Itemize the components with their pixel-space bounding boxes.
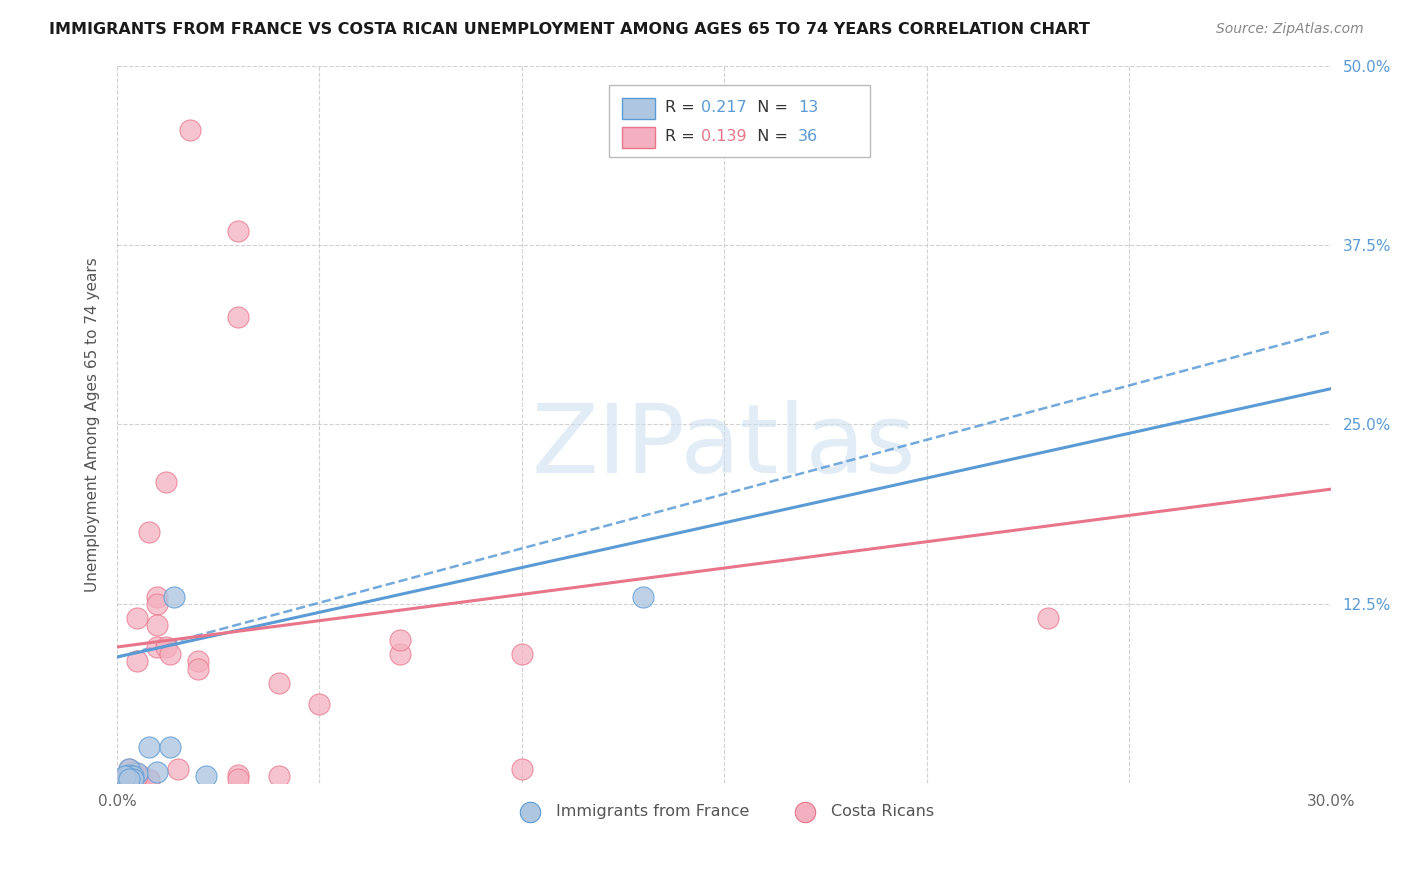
Point (127, 611, 149, 625)
Text: 13: 13 (799, 101, 818, 115)
Point (267, 676, 290, 690)
Point (155, 640, 177, 654)
Point (138, 773, 160, 788)
Point (228, 224, 250, 238)
Point (129, 772, 152, 786)
Point (127, 654, 149, 668)
Point (118, 769, 141, 783)
Point (114, 769, 136, 783)
Point (127, 769, 149, 783)
Point (1036, 611, 1059, 625)
Point (389, 632, 412, 647)
Point (228, 772, 250, 786)
Point (187, 661, 209, 675)
Point (138, 772, 160, 786)
Point (146, 597, 169, 611)
Point (510, 762, 533, 776)
Point (146, 590, 169, 604)
Point (138, 525, 160, 540)
Point (118, 772, 141, 786)
Text: N =: N = (747, 129, 793, 145)
Point (114, 771, 136, 785)
Point (118, 762, 141, 776)
Point (127, 766, 149, 780)
Point (510, 647, 533, 661)
Point (155, 475, 177, 489)
Point (118, 768, 141, 782)
Point (162, 590, 184, 604)
Point (146, 618, 169, 632)
Point (159, 740, 181, 755)
FancyBboxPatch shape (623, 98, 655, 120)
Point (228, 310, 250, 324)
Text: R =: R = (665, 129, 700, 145)
Point (631, 590, 654, 604)
Point (228, 768, 250, 782)
Point (118, 762, 141, 776)
Text: R =: R = (665, 101, 700, 115)
Point (146, 640, 169, 654)
Point (146, 764, 169, 779)
Point (138, 740, 160, 755)
Point (179, 123, 201, 137)
Point (389, 647, 412, 661)
Text: IMMIGRANTS FROM FRANCE VS COSTA RICAN UNEMPLOYMENT AMONG AGES 65 TO 74 YEARS COR: IMMIGRANTS FROM FRANCE VS COSTA RICAN UN… (49, 22, 1090, 37)
Text: 36: 36 (799, 129, 818, 145)
Text: Source: ZipAtlas.com: Source: ZipAtlas.com (1216, 22, 1364, 37)
Text: 0.139: 0.139 (702, 129, 747, 145)
Text: 0.217: 0.217 (702, 101, 747, 115)
Point (159, 647, 181, 661)
Point (122, 764, 145, 779)
Point (187, 654, 209, 668)
Point (267, 769, 290, 783)
Point (166, 762, 188, 776)
FancyBboxPatch shape (609, 85, 870, 157)
Point (122, 772, 145, 786)
Y-axis label: Unemployment Among Ages 65 to 74 years: Unemployment Among Ages 65 to 74 years (86, 257, 100, 592)
Legend: Immigrants from France, Costa Ricans: Immigrants from France, Costa Ricans (508, 797, 941, 826)
FancyBboxPatch shape (623, 127, 655, 148)
Point (129, 769, 152, 783)
Point (122, 769, 145, 783)
Text: ZIPatlas: ZIPatlas (531, 400, 917, 492)
Point (195, 769, 218, 783)
Text: N =: N = (747, 101, 793, 115)
Point (308, 698, 330, 712)
Point (122, 769, 145, 783)
